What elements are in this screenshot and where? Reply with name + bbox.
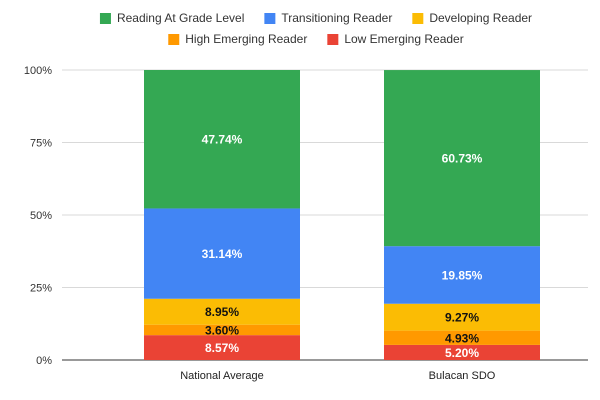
data-label: 3.60% [205, 323, 239, 337]
bar-segment [144, 70, 300, 209]
y-tick-label: 25% [30, 283, 52, 295]
bar-segment [384, 344, 540, 360]
legend-label: Reading At Grade Level [117, 11, 244, 25]
bar-segment [384, 246, 540, 304]
legend-label: Low Emerging Reader [344, 32, 463, 46]
data-label: 9.27% [445, 311, 479, 325]
data-label: 60.73% [442, 152, 483, 166]
bar-segment [144, 298, 300, 325]
y-axis: 0% 25% 50% 75% 100% [24, 65, 52, 367]
data-label: 5.20% [445, 346, 479, 360]
data-label: 8.95% [205, 305, 239, 319]
legend-row: Reading At Grade Level Transitioning Read… [99, 11, 532, 25]
legend-swatch [412, 13, 424, 24]
legend-label: Transitioning Reader [281, 11, 392, 25]
data-label: 4.93% [445, 331, 479, 345]
legend-swatch [168, 34, 180, 45]
bar-segment [384, 70, 540, 247]
chart-bars: 8.57% 3.60% 8.95% 31.14% 47.74% 5.20%4.93% 9.2… [144, 70, 540, 360]
chart-legend: Reading At Grade Level Transitioning Read… [99, 11, 532, 46]
y-tick-label: 75% [30, 138, 52, 150]
legend-label: Developing Reader [429, 11, 532, 25]
data-label: 47.74% [202, 133, 243, 147]
y-tick-label: 50% [30, 210, 52, 222]
y-tick-label: 100% [24, 65, 52, 77]
data-label: 8.57% [205, 341, 239, 355]
legend-label: High Emerging Reader [185, 32, 307, 46]
x-axis: National Average Bulacan SDO [180, 370, 496, 382]
x-category-label: National Average [180, 370, 264, 382]
data-label: 31.14% [202, 247, 243, 261]
data-label: 19.85% [442, 268, 483, 282]
bar-segment [384, 303, 540, 331]
bar-segment [144, 335, 300, 360]
bar-segment [144, 324, 300, 336]
bar-segment [144, 208, 300, 299]
legend-swatch [264, 13, 276, 24]
legend-swatch [99, 13, 111, 24]
legend-row: High Emerging Reader Low Emerging Reader [168, 32, 464, 46]
legend-swatch [327, 34, 339, 45]
bar-segment [384, 330, 540, 345]
x-category-label: Bulacan SDO [429, 370, 496, 382]
y-tick-label: 0% [36, 355, 52, 367]
